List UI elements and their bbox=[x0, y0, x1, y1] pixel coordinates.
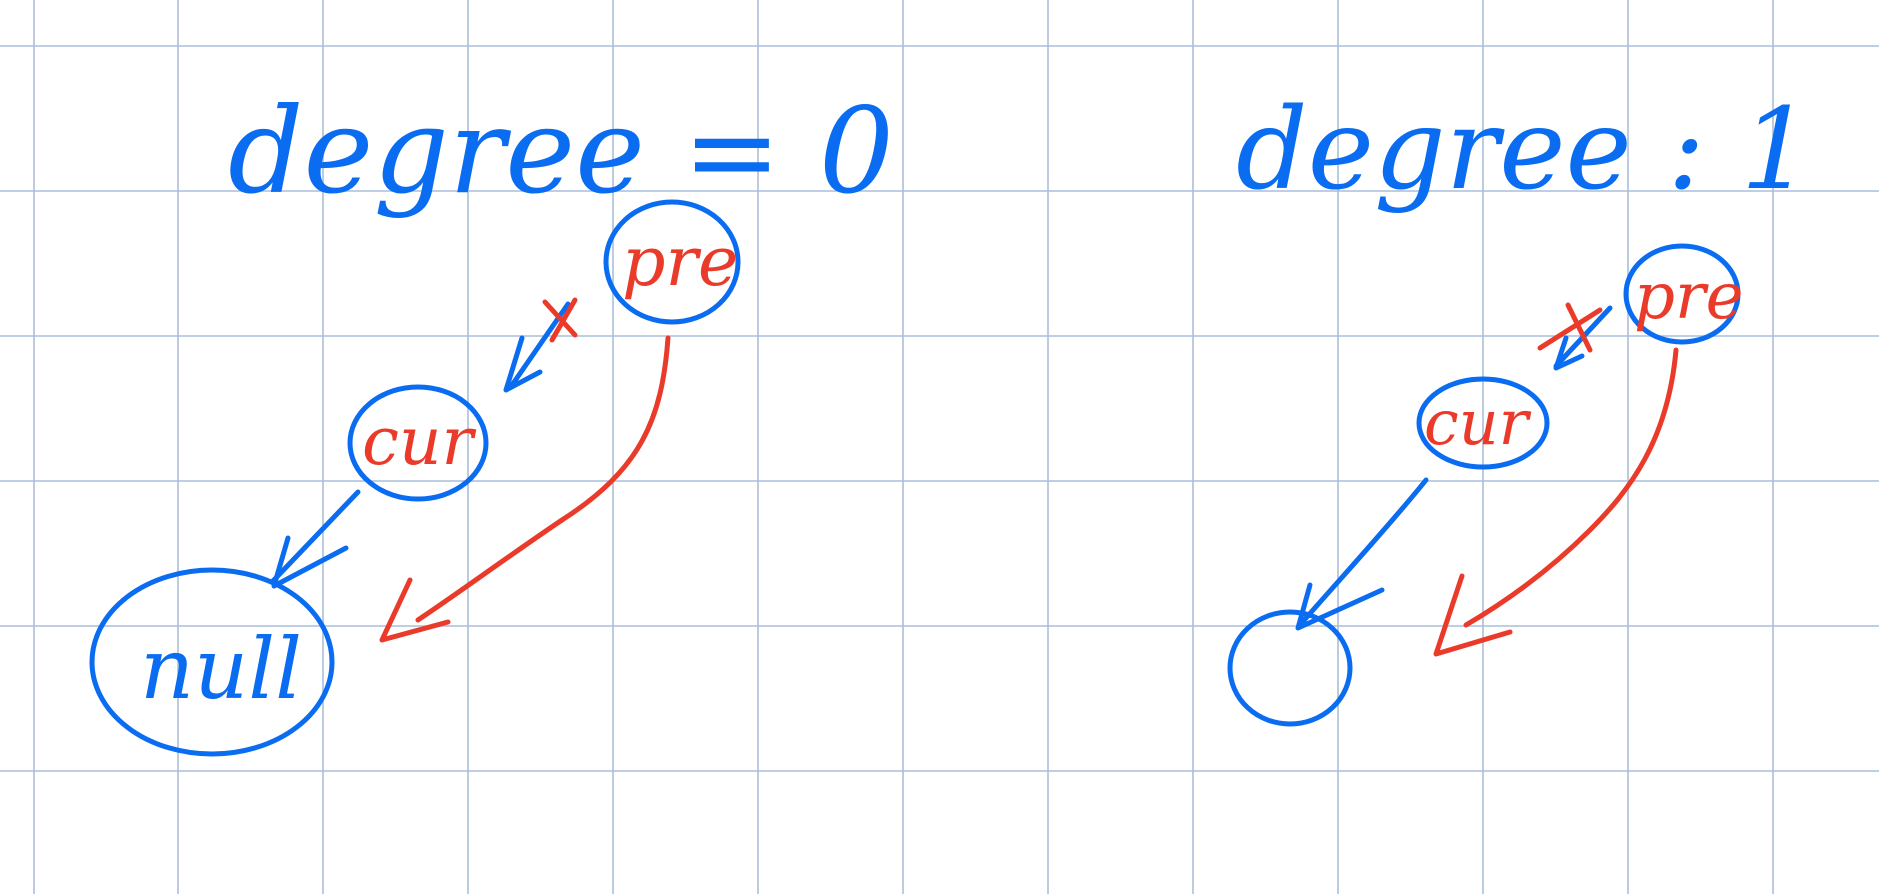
left-cur-to-null-arrowhead bbox=[271, 535, 349, 589]
left-pre-label: pre bbox=[622, 223, 738, 302]
left-cur-node-circle bbox=[347, 384, 489, 502]
right-red-arrowhead bbox=[1433, 573, 1513, 657]
left-red-curved-arrow bbox=[415, 335, 671, 623]
right-cur-node-circle bbox=[1416, 376, 1550, 470]
right-cur-to-child-arrow bbox=[1297, 477, 1429, 628]
right-cur-label: cur bbox=[1424, 386, 1532, 459]
right-cur-to-child-arrowhead bbox=[1295, 582, 1385, 631]
right-diagram: degree : 1 pre cur bbox=[1227, 85, 1812, 727]
right-empty-child-node-circle bbox=[1227, 609, 1353, 727]
left-null-node-circle bbox=[89, 567, 335, 757]
right-red-curved-arrow bbox=[1463, 347, 1679, 628]
left-diagram: degree = 0 pre cur null bbox=[89, 82, 894, 757]
left-pre-to-cur-arrowhead bbox=[503, 335, 543, 393]
right-pre-label: pre bbox=[1634, 260, 1743, 334]
left-null-label: null bbox=[140, 620, 302, 718]
left-red-arrowhead bbox=[379, 577, 451, 643]
left-cur-to-null-arrow bbox=[269, 489, 361, 585]
left-heading: degree = 0 bbox=[228, 82, 894, 220]
right-pre-to-cur-arrowhead bbox=[1553, 335, 1585, 371]
right-strike-x-mark bbox=[1537, 302, 1603, 353]
left-strike-x-mark bbox=[542, 297, 578, 343]
left-cur-label: cur bbox=[362, 403, 476, 480]
right-pre-node-circle bbox=[1623, 243, 1741, 345]
left-pre-node-circle bbox=[603, 199, 741, 325]
right-heading: degree : 1 bbox=[1236, 85, 1812, 215]
